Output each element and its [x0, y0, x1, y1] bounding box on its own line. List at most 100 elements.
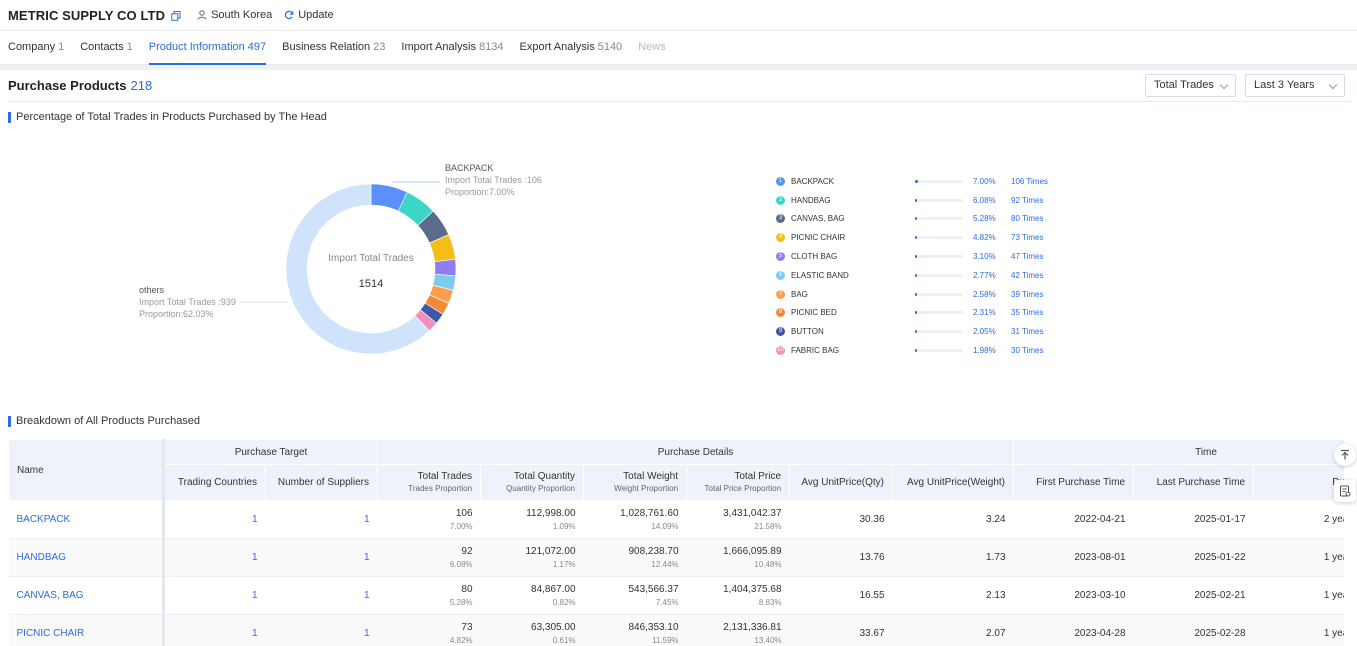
person-icon: [197, 10, 207, 20]
tab-business-relation[interactable]: Business Relation 23: [282, 31, 385, 65]
legend-index-badge: 9: [776, 327, 785, 336]
tab-news[interactable]: News: [638, 31, 666, 65]
legend-progress-fill: [915, 180, 918, 183]
legend-progress-track: [915, 255, 963, 258]
product-name-link[interactable]: HANDBAG: [9, 539, 164, 577]
section-title: Purchase Products 218: [8, 78, 152, 93]
total-weight-cell: 543,566.37 7.45%: [584, 577, 687, 615]
total-quantity-cell: 63,305.00 0.61%: [481, 615, 584, 646]
total-trades-cell: 106 7.00%: [378, 501, 481, 539]
legend-progress-fill: [915, 293, 917, 296]
avg-unit-price-weight-cell: 2.13: [893, 577, 1014, 615]
legend-label: PICNIC CHAIR: [791, 233, 915, 242]
legend-progress-track: [915, 330, 963, 333]
legend-index-badge: 3: [776, 214, 785, 223]
period-select[interactable]: Last 3 Years: [1245, 74, 1345, 97]
legend-times: 39 Times: [1011, 290, 1043, 299]
legend-item[interactable]: 9 BUTTON 2.05% 31 Times: [776, 322, 1076, 341]
tab-product-information[interactable]: Product Information 497: [149, 31, 266, 65]
update-button[interactable]: Update: [284, 9, 333, 21]
legend-progress-fill: [915, 199, 917, 202]
legend-progress-track: [915, 293, 963, 296]
accent-bar: [8, 416, 11, 427]
legend-item[interactable]: 3 CANVAS, BAG 5.28% 80 Times: [776, 210, 1076, 229]
company-header: METRIC SUPPLY CO LTD South Korea Update: [0, 0, 1357, 31]
legend-item[interactable]: 1 BACKPACK 7.00% 106 Times: [776, 172, 1076, 191]
legend-item[interactable]: 2 HANDBAG 6.08% 92 Times: [776, 191, 1076, 210]
tab-export-analysis[interactable]: Export Analysis 5140: [520, 31, 623, 65]
legend-label: BACKPACK: [791, 177, 915, 186]
legend-item[interactable]: 6 ELASTIC BAND 2.77% 42 Times: [776, 266, 1076, 285]
suppliers-link[interactable]: 1: [266, 577, 378, 615]
feedback-button[interactable]: [1334, 480, 1356, 502]
legend-item[interactable]: 5 CLOTH BAG 3.10% 47 Times: [776, 247, 1076, 266]
trading-countries-link[interactable]: 1: [164, 577, 266, 615]
back-to-top-button[interactable]: [1334, 444, 1356, 466]
group-time: Time: [1014, 440, 1344, 465]
legend-label: CLOTH BAG: [791, 252, 915, 261]
total-price-cell: 2,131,336.81 13.40%: [687, 615, 790, 646]
donut-slice-cloth-bag[interactable]: [435, 259, 456, 276]
avg-unit-price-weight-cell: 3.24: [893, 501, 1014, 539]
last-purchase-cell: 2025-02-21: [1134, 577, 1254, 615]
trading-countries-link[interactable]: 1: [164, 501, 266, 539]
legend-item[interactable]: 4 PICNIC CHAIR 4.82% 73 Times: [776, 228, 1076, 247]
suppliers-link[interactable]: 1: [266, 501, 378, 539]
total-weight-cell: 908,238.70 12.44%: [584, 539, 687, 577]
tab-company[interactable]: Company 1: [8, 31, 64, 65]
total-price-cell: 3,431,042.37 21.58%: [687, 501, 790, 539]
last-purchase-cell: 2025-01-17: [1134, 501, 1254, 539]
products-table: Name Purchase Target Purchase Details Ti…: [8, 439, 1344, 646]
legend-percent: 2.77%: [973, 271, 1011, 280]
legend-times: 30 Times: [1011, 346, 1043, 355]
legend-progress-track: [915, 274, 963, 277]
legend-progress-track: [915, 236, 963, 239]
tab-bar: Company 1 Contacts 1 Product Information 49…: [0, 31, 1357, 65]
first-purchase-cell: 2022-04-21: [1014, 501, 1134, 539]
legend-progress-track: [915, 199, 963, 202]
tab-import-analysis[interactable]: Import Analysis 8134: [401, 31, 503, 65]
total-weight-cell: 1,028,761.60 14.09%: [584, 501, 687, 539]
legend-times: 80 Times: [1011, 214, 1043, 223]
legend-index-badge: 5: [776, 252, 785, 261]
legend-label: ELASTIC BAND: [791, 271, 915, 280]
first-purchase-cell: 2023-03-10: [1014, 577, 1134, 615]
col-total-price: Total Price Total Price Proportion: [687, 465, 790, 501]
last-purchase-cell: 2025-02-28: [1134, 615, 1254, 646]
copy-icon[interactable]: [171, 10, 181, 20]
legend-label: HANDBAG: [791, 196, 915, 205]
trading-countries-link[interactable]: 1: [164, 615, 266, 646]
trading-countries-link[interactable]: 1: [164, 539, 266, 577]
donut-chart-svg: Import Total Trades 1514: [0, 130, 700, 400]
pie-section-title: Percentage of Total Trades in Products P…: [8, 111, 327, 123]
legend-index-badge: 2: [776, 196, 785, 205]
product-name-link[interactable]: PICNIC CHAIR: [9, 615, 164, 646]
breakdown-title: Breakdown of All Products Purchased: [8, 415, 200, 427]
company-name: METRIC SUPPLY CO LTD: [8, 8, 165, 23]
legend-item[interactable]: 8 PICNIC BED 2.31% 35 Times: [776, 304, 1076, 323]
accent-bar: [8, 112, 11, 123]
suppliers-link[interactable]: 1: [266, 615, 378, 646]
tab-contacts[interactable]: Contacts 1: [80, 31, 133, 65]
table-row: PICNIC CHAIR 1 1 73 4.82% 63,305.00 0.61% 846,3…: [9, 615, 1345, 646]
col-total-trades: Total Trades Trades Proportion: [378, 465, 481, 501]
donut-chart: Import Total Trades 1514 BACKPACK Import…: [0, 130, 1357, 400]
col-purchase-duration: Purchase Du: [1254, 465, 1344, 501]
product-name-link[interactable]: CANVAS, BAG: [9, 577, 164, 615]
col-avg-unit-price-weight: Avg UnitPrice(Weight): [893, 465, 1014, 501]
legend-item[interactable]: 7 BAG 2.58% 39 Times: [776, 285, 1076, 304]
product-name-link[interactable]: BACKPACK: [9, 501, 164, 539]
col-number-of-suppliers: Number of Suppliers: [266, 465, 378, 501]
col-last-purchase-time: Last Purchase Time: [1134, 465, 1254, 501]
metric-select[interactable]: Total Trades: [1145, 74, 1236, 97]
first-purchase-cell: 2023-04-28: [1014, 615, 1134, 646]
legend-percent: 3.10%: [973, 252, 1011, 261]
total-price-cell: 1,404,375.68 8.83%: [687, 577, 790, 615]
total-quantity-cell: 112,998.00 1.09%: [481, 501, 584, 539]
legend-item[interactable]: 10 FABRIC BAG 1.98% 30 Times: [776, 341, 1076, 360]
legend-times: 92 Times: [1011, 196, 1043, 205]
suppliers-link[interactable]: 1: [266, 539, 378, 577]
arrow-up-icon: [1339, 449, 1351, 461]
legend-times: 35 Times: [1011, 308, 1043, 317]
col-total-quantity: Total Quantity Quantity Proportion: [481, 465, 584, 501]
